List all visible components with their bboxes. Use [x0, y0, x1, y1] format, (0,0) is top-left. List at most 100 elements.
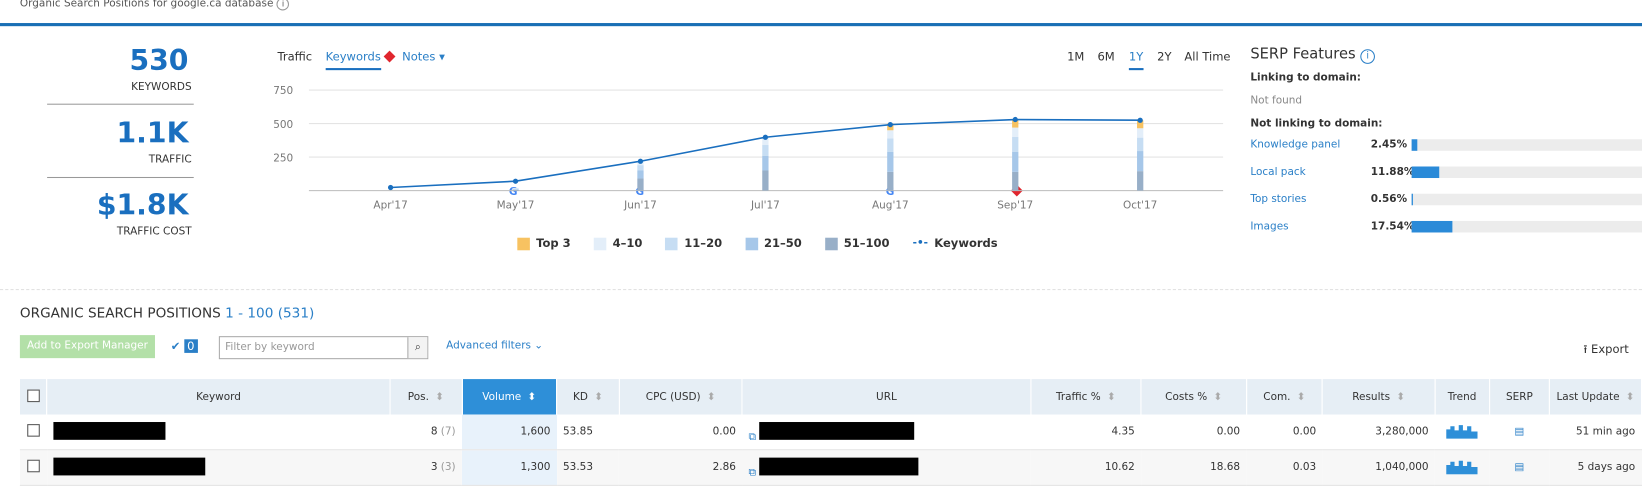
column-header[interactable]: Traffic % ⬍ — [1030, 379, 1142, 415]
serp-feature[interactable]: Knowledge panel — [1250, 139, 1340, 151]
checkbox[interactable] — [27, 424, 40, 437]
column-header[interactable]: Pos. ⬍ — [389, 379, 463, 415]
column-header[interactable]: CPC (USD) ⬍ — [619, 379, 743, 415]
cell: ▤ — [1489, 449, 1550, 486]
sort-icon: ⬍ — [435, 391, 445, 403]
cell-text: 1,300 — [520, 461, 551, 474]
sort-icon: ⬍ — [1213, 391, 1223, 403]
tab-active[interactable]: Keywords — [325, 50, 381, 71]
redacted — [53, 457, 206, 475]
legend-label: Keywords — [934, 236, 998, 251]
export-button[interactable]: ⭱ Export — [1583, 342, 1629, 357]
cell-text: 4.35 — [1111, 426, 1135, 438]
redacted — [759, 421, 915, 440]
summary-label: TRAFFIC COST — [116, 226, 192, 238]
period-active[interactable]: 1Y — [1128, 50, 1144, 71]
column-header[interactable]: URL — [742, 379, 1032, 415]
google-note[interactable]: G — [509, 186, 518, 198]
legend-item[interactable]: 51–100 — [824, 237, 890, 250]
column-title: KD — [572, 391, 588, 403]
google-note[interactable]: G — [886, 186, 895, 198]
keywords-point — [1137, 117, 1143, 123]
cell: 5 days ago — [1549, 449, 1642, 486]
period[interactable]: 6M — [1097, 50, 1115, 64]
legend-item[interactable]: 11–20 — [665, 237, 722, 250]
bar-segment — [762, 170, 769, 191]
google-note[interactable]: G — [636, 186, 645, 198]
column-header[interactable]: Com. ⬍ — [1246, 379, 1324, 415]
column-header[interactable]: Volume ⬍ — [461, 379, 558, 415]
selected: ✔ 0 — [171, 339, 198, 353]
serp-feature[interactable]: Images — [1250, 220, 1288, 232]
info-icon[interactable]: i — [276, 0, 290, 11]
tab[interactable]: Notes ▾ — [402, 50, 445, 64]
bar-segment — [637, 165, 644, 171]
period[interactable]: All Time — [1184, 50, 1231, 64]
serp-icon[interactable]: ▤ — [1514, 426, 1525, 438]
table: Keyword Pos. ⬍ Volume ⬍ KD ⬍ CPC (USD) ⬍ URL Traff… — [19, 379, 1642, 486]
sort-icon: ⬍ — [594, 391, 604, 403]
cell: 0.00 — [1141, 414, 1247, 451]
sort-icon: ⬍ — [1396, 391, 1406, 403]
column-header[interactable]: Results ⬍ — [1322, 379, 1436, 415]
title-text: Organic Search Positions for google.ca d… — [19, 0, 274, 10]
legend-line: -•- — [912, 237, 928, 250]
search-icon[interactable]: ⌕ — [407, 337, 428, 359]
prev-position: (7) — [440, 426, 456, 438]
keywords-point — [762, 134, 769, 140]
bar-segment — [512, 189, 519, 191]
link-icon[interactable]: ⧉ — [748, 466, 756, 479]
column-title: Keyword — [196, 391, 241, 403]
link-icon[interactable]: ⧉ — [748, 430, 756, 443]
bar-segment — [1137, 120, 1144, 129]
column-header[interactable]: Last Update ⬍ — [1549, 379, 1642, 415]
trend-sparkline — [1446, 460, 1478, 475]
cell: 2.86 — [619, 449, 743, 486]
sort-icon: ⬍ — [706, 391, 716, 403]
legend-item[interactable]: 21–50 — [745, 237, 802, 250]
legend-item[interactable]: Top 3 — [517, 237, 571, 250]
serp-feature[interactable]: Top stories — [1249, 193, 1306, 205]
column-header[interactable]: Keyword — [47, 379, 391, 415]
bar-segment — [1012, 171, 1019, 191]
column-header[interactable]: KD ⬍ — [556, 379, 620, 415]
legend-item[interactable]: 4–10 — [593, 237, 642, 250]
serp-icon[interactable]: ▤ — [1514, 461, 1525, 474]
bar-segment — [512, 189, 519, 190]
bar-segment — [1137, 171, 1144, 191]
column-header[interactable]: SERP — [1489, 379, 1551, 415]
page-title: Organic Search Positions for google.ca d… — [19, 0, 290, 11]
cell-text: 3,280,000 — [1375, 426, 1429, 438]
cell — [47, 414, 390, 451]
serp-bar — [1411, 193, 1413, 206]
tab[interactable]: Traffic — [277, 50, 313, 64]
info-icon[interactable]: i — [1360, 49, 1375, 64]
legend-item[interactable]: -•- Keywords — [913, 237, 998, 251]
cell: 53.53 — [556, 449, 620, 486]
advanced-filters[interactable]: Advanced filters ⌄ — [446, 340, 544, 352]
column-title: Com. — [1263, 391, 1291, 403]
cell: ⧉ — [742, 449, 1031, 486]
y-tick-label: 500 — [273, 119, 293, 131]
notes-icon — [383, 50, 396, 63]
column-header[interactable]: Trend — [1434, 379, 1490, 415]
section-range: 1 - 100 (531) — [225, 305, 315, 322]
cell: 1,300 — [461, 449, 557, 486]
x-tick-label: Jul'17 — [750, 199, 780, 211]
checkbox[interactable] — [27, 459, 40, 473]
export-text: Export — [1591, 342, 1629, 357]
filter-input[interactable]: Filter by keyword ⌕ — [218, 336, 429, 360]
column-title: Trend — [1447, 391, 1477, 403]
export-manager-button[interactable]: Add to Export Manager — [19, 335, 155, 359]
period[interactable]: 2Y — [1157, 50, 1172, 64]
x-tick-label: Sep'17 — [997, 199, 1033, 211]
serp-feature[interactable]: Local pack — [1250, 166, 1306, 178]
serp-bar — [1411, 139, 1418, 151]
serp-title: SERP Features i — [1250, 46, 1375, 64]
summary-label: TRAFFIC — [148, 153, 192, 166]
column-header[interactable]: Costs % ⬍ — [1141, 379, 1247, 415]
bar-segment — [1012, 151, 1019, 172]
checkbox[interactable] — [26, 389, 40, 402]
period[interactable]: 1M — [1067, 50, 1085, 64]
